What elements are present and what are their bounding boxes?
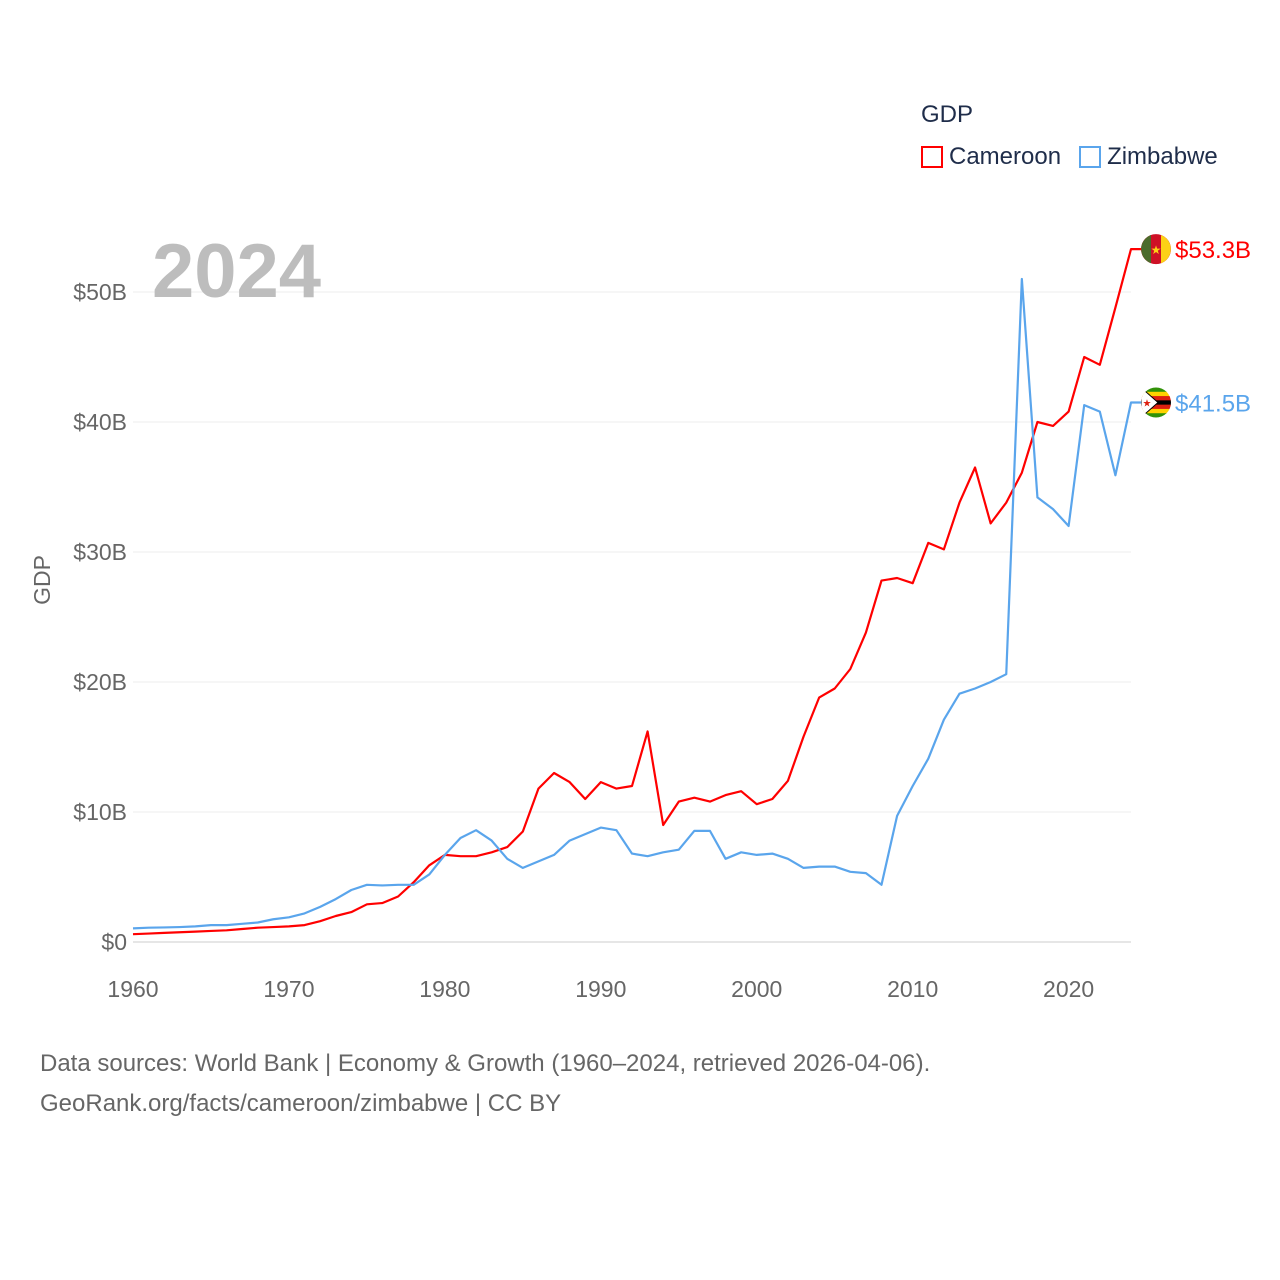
footer: Data sources: World Bank | Economy & Gro… <box>40 1044 930 1124</box>
legend-title: GDP <box>921 101 974 128</box>
legend-label-zimbabwe: Zimbabwe <box>1107 143 1218 170</box>
y-axis-label: GDP <box>29 555 55 605</box>
flag-yellow <box>1161 235 1171 264</box>
x-tick-label: 2010 <box>887 976 938 1002</box>
y-tick-label: $20B <box>73 669 127 695</box>
source-link[interactable]: GeoRank.org/facts/cameroon/zimbabwe | CC… <box>40 1090 562 1117</box>
legend-swatch-cameroon <box>921 146 943 168</box>
y-tick-label: $40B <box>73 409 127 435</box>
flag-icon-cameroon: ★ <box>1141 234 1171 265</box>
legend: Cameroon Zimbabwe <box>921 143 1218 171</box>
flag-icon-zimbabwe: ★ <box>1141 387 1171 418</box>
x-tick-label: 1960 <box>107 976 158 1002</box>
x-tick-label: 1970 <box>263 976 314 1002</box>
legend-swatch-zimbabwe <box>1079 146 1102 168</box>
flag-stripe <box>1141 404 1171 410</box>
y-tick-label: $30B <box>73 539 127 565</box>
series-line-zimbabwe <box>132 277 1141 930</box>
star-icon: ★ <box>1143 399 1152 410</box>
legend-item-cameroon[interactable]: Cameroon <box>921 143 1061 171</box>
year-label: 2024 <box>152 229 322 314</box>
flag-green <box>1141 235 1151 264</box>
flag-stripe <box>1141 396 1171 401</box>
end-value-label: $41.5B <box>1175 391 1251 418</box>
y-tick-label: $50B <box>73 279 127 305</box>
x-tick-label: 1990 <box>575 976 626 1002</box>
y-tick-label: $10B <box>73 799 127 825</box>
end-value-label: $53.3B <box>1175 237 1251 264</box>
flag-body: ★ <box>1141 387 1171 418</box>
flag-triangle <box>1141 387 1159 418</box>
legend-label-cameroon: Cameroon <box>949 143 1062 170</box>
flag-stripe <box>1141 413 1171 418</box>
legend-item-zimbabwe[interactable]: Zimbabwe <box>1079 143 1218 171</box>
flag-stripe <box>1141 387 1171 393</box>
flag-stripe <box>1141 391 1171 397</box>
x-tick-label: 2000 <box>731 976 782 1002</box>
y-tick-label: $0 <box>101 929 127 955</box>
star-icon: ★ <box>1151 243 1162 257</box>
x-tick-label: 1980 <box>419 976 470 1002</box>
series-line-cameroon <box>132 248 1141 936</box>
flag-stripe <box>1141 408 1171 414</box>
data-sources-text: Data sources: World Bank | Economy & Gro… <box>40 1050 931 1077</box>
x-tick-label: 2020 <box>1043 976 1094 1002</box>
